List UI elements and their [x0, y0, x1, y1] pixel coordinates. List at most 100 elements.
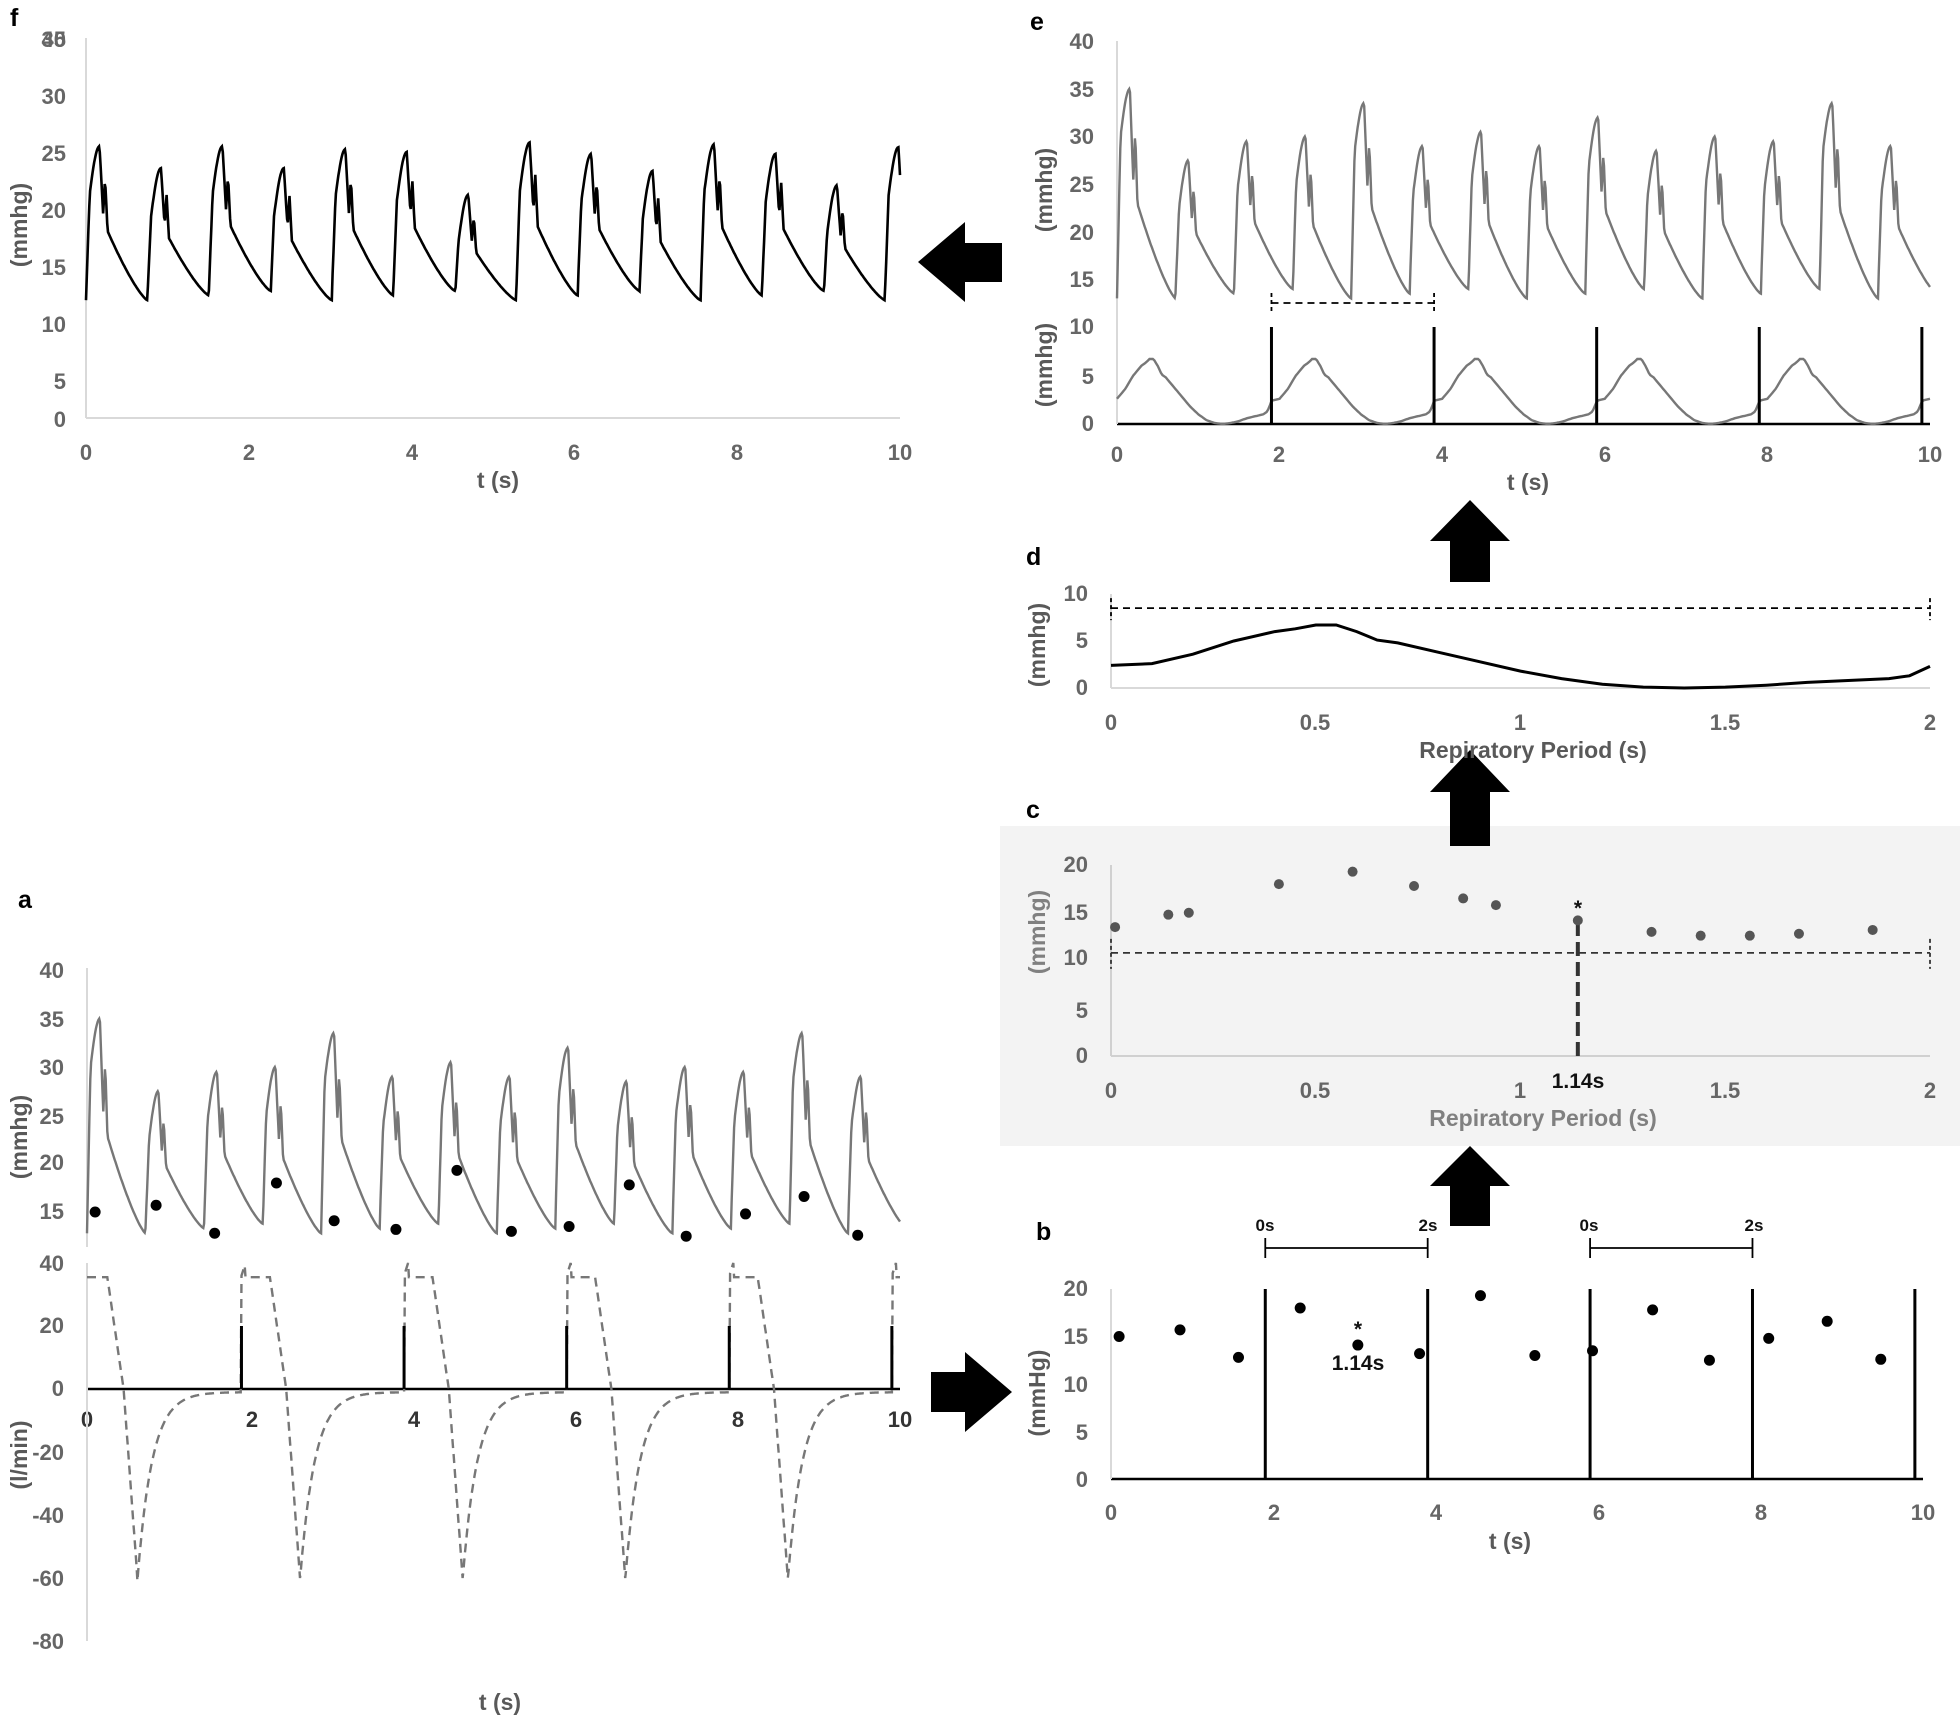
- minima-point: [451, 1164, 463, 1176]
- y-tick-label: 35: [1070, 77, 1094, 102]
- panel-c-background: [1000, 826, 1960, 1146]
- y-axis-title-bottom: (mmhg): [1031, 323, 1057, 407]
- flow-series-line: [87, 1262, 900, 1582]
- x-tick-label: 8: [1755, 1500, 1767, 1525]
- data-point: [1572, 915, 1583, 926]
- minima-point: [680, 1230, 692, 1242]
- x-tick-label: 2: [246, 1407, 258, 1432]
- arrow-left-icon: [918, 222, 1002, 302]
- data-point: [1163, 909, 1174, 920]
- x-tick-label: 2: [1924, 710, 1936, 735]
- x-tick-label: 1.5: [1710, 710, 1741, 735]
- y-tick-label: 40: [40, 1251, 64, 1276]
- y-tick-label: 5: [1076, 628, 1088, 653]
- y-tick-label: 15: [1064, 900, 1088, 925]
- panel-b: b 0 5 10 15 20 0 2 4 6 8 10 t (s) (mmHg)…: [1024, 1216, 1935, 1554]
- arrow-up-icon: [1430, 1146, 1510, 1226]
- data-point: [1458, 893, 1469, 904]
- x-tick-label: 6: [1599, 442, 1611, 467]
- minima-point: [798, 1191, 810, 1203]
- x-tick-label: 10: [888, 440, 912, 465]
- y-tick-label: 15: [40, 1199, 64, 1224]
- panel-b-plot: [1110, 1238, 1923, 1481]
- data-point: [1703, 1354, 1715, 1366]
- y-tick-label: 40: [42, 27, 66, 52]
- y-tick-label: 30: [1070, 124, 1094, 149]
- panel-label-c: c: [1026, 796, 1040, 824]
- panel-a-bottom-yticks: -80 -60 -40 -20 0 20 40: [32, 1251, 64, 1654]
- panel-e-yticks-bottom: 0 5: [1082, 364, 1094, 436]
- data-point: [1409, 881, 1420, 892]
- x-tick-label: 2: [1924, 1078, 1936, 1103]
- data-point: [1763, 1332, 1775, 1344]
- respiratory-average-line: [1110, 623, 1931, 690]
- x-tick-label: 0.5: [1300, 1078, 1331, 1103]
- y-tick-label: -60: [32, 1566, 64, 1591]
- y-tick-label: 10: [42, 312, 66, 337]
- data-point: [1273, 879, 1284, 890]
- y-tick-label: 5: [1082, 364, 1094, 389]
- panel-c: c 0 5 10 15 20 0 0.5 1 1.5 2 Repiratory …: [1024, 796, 1936, 1131]
- x-axis-title: t (s): [1507, 469, 1549, 495]
- x-tick-label: 2: [1273, 442, 1285, 467]
- y-axis-title: (mmHg): [1024, 1350, 1050, 1437]
- panel-e-xticks: 0 2 4 6 8 10: [1111, 442, 1942, 467]
- y-tick-label: 10: [1064, 1372, 1088, 1397]
- panel-e-plot: [1115, 41, 1931, 426]
- panel-e: e 10 15 20 25 30 35 40 0 5 0 2 4 6 8 10 …: [1030, 8, 1942, 495]
- y-tick-label: 0: [1076, 1043, 1088, 1068]
- respiratory-series-line: [1116, 357, 1931, 426]
- pressure-series-line: [1115, 86, 1931, 301]
- x-tick-label: 2: [1268, 1500, 1280, 1525]
- x-tick-label: 0: [1105, 1500, 1117, 1525]
- panel-c-xticks: 0 0.5 1 1.5 2: [1105, 1078, 1936, 1103]
- minima-point: [563, 1221, 575, 1233]
- panel-f-yticks: 0 5 10 15 20 25 30 35 40: [42, 27, 66, 432]
- minima-point: [328, 1215, 340, 1227]
- marker-label: 1.14s: [1552, 1070, 1605, 1093]
- data-point: [1113, 1331, 1125, 1342]
- y-tick-label: 0: [1076, 1467, 1088, 1492]
- bracket-end-label: 2s: [1745, 1216, 1764, 1235]
- panel-d-yticks: 0 5 10: [1064, 581, 1088, 700]
- y-tick-label: 15: [1064, 1324, 1088, 1349]
- y-tick-label: 0: [54, 407, 66, 432]
- y-tick-label: 5: [1076, 1420, 1088, 1445]
- panel-d: d 0 5 10 0 0.5 1 1.5 2 Repiratory Period…: [1024, 543, 1936, 763]
- star-label: *: [1574, 897, 1583, 920]
- panel-label-f: f: [10, 4, 19, 32]
- data-point: [1352, 1339, 1364, 1351]
- panel-d-xticks: 0 0.5 1 1.5 2: [1105, 710, 1936, 735]
- x-tick-label: 0: [1105, 710, 1117, 735]
- panel-f-plot: [84, 38, 902, 419]
- pressure-series-line: [84, 140, 902, 303]
- y-tick-label: 10: [1064, 581, 1088, 606]
- data-point: [1110, 922, 1121, 933]
- x-tick-label: 8: [1761, 442, 1773, 467]
- y-tick-label: -20: [32, 1440, 64, 1465]
- y-tick-label: 0: [1082, 411, 1094, 436]
- y-tick-label: 30: [42, 84, 66, 109]
- y-tick-label: 40: [40, 958, 64, 983]
- y-tick-label: 30: [40, 1055, 64, 1080]
- y-tick-label: 25: [40, 1104, 64, 1129]
- data-point: [1821, 1315, 1833, 1327]
- data-point: [1744, 930, 1755, 941]
- minima-point: [270, 1177, 282, 1189]
- panel-label-a: a: [18, 886, 33, 914]
- y-tick-label: 0: [1076, 675, 1088, 700]
- x-axis-title: t (s): [1489, 1528, 1531, 1554]
- annotation-label: 1.14s: [1332, 1352, 1385, 1375]
- y-axis-title-top: (mmhg): [6, 1095, 32, 1179]
- panel-e-yticks-top: 10 15 20 25 30 35 40: [1070, 29, 1094, 339]
- x-tick-label: 4: [408, 1407, 421, 1432]
- y-tick-label: 35: [42, 27, 66, 52]
- x-axis-title: Repiratory Period (s): [1429, 1105, 1657, 1131]
- data-point: [1587, 1345, 1599, 1357]
- minima-point: [505, 1225, 517, 1237]
- y-tick-label: 5: [1076, 998, 1088, 1023]
- x-axis-title: Repiratory Period (s): [1419, 737, 1647, 763]
- data-point: [1529, 1350, 1541, 1361]
- x-tick-label: 0.5: [1300, 710, 1331, 735]
